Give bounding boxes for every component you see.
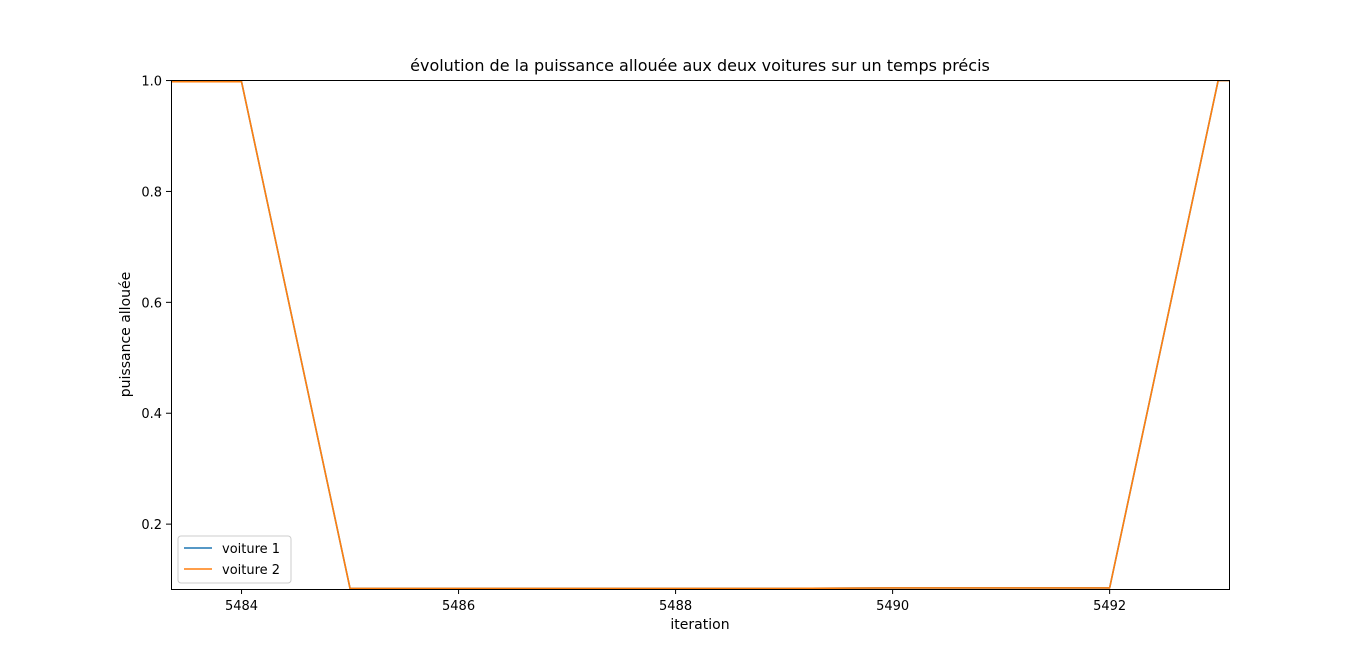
legend-label: voiture 2: [222, 563, 280, 578]
x-tick-label: 5490: [876, 599, 909, 614]
x-tick-label: 5492: [1093, 599, 1126, 614]
y-tick-label: 1.0: [141, 75, 162, 90]
y-axis: 0.2 0.4 0.6 0.8 1.0: [141, 75, 171, 533]
series-line-1: [171, 80, 1229, 589]
plot-frame: [171, 80, 1230, 590]
y-tick-label: 0.6: [141, 296, 162, 311]
series-line-2: [171, 80, 1229, 589]
chart-title: évolution de la puissance allouée aux de…: [410, 56, 990, 75]
x-tick-label: 5484: [225, 599, 258, 614]
y-tick-label: 0.4: [141, 407, 162, 422]
y-tick-label: 0.2: [141, 518, 162, 533]
series-layer: [171, 80, 1229, 589]
x-tick-label: 5488: [659, 599, 692, 614]
x-axis: 5484 5486 5488 5490 5492: [225, 589, 1126, 614]
x-tick-label: 5486: [442, 599, 475, 614]
y-tick-label: 0.8: [141, 185, 162, 200]
y-axis-label: puissance allouée: [118, 272, 134, 397]
x-axis-label: iteration: [670, 617, 729, 633]
legend: voiture 1 voiture 2: [177, 535, 292, 584]
legend-label: voiture 1: [222, 542, 280, 557]
